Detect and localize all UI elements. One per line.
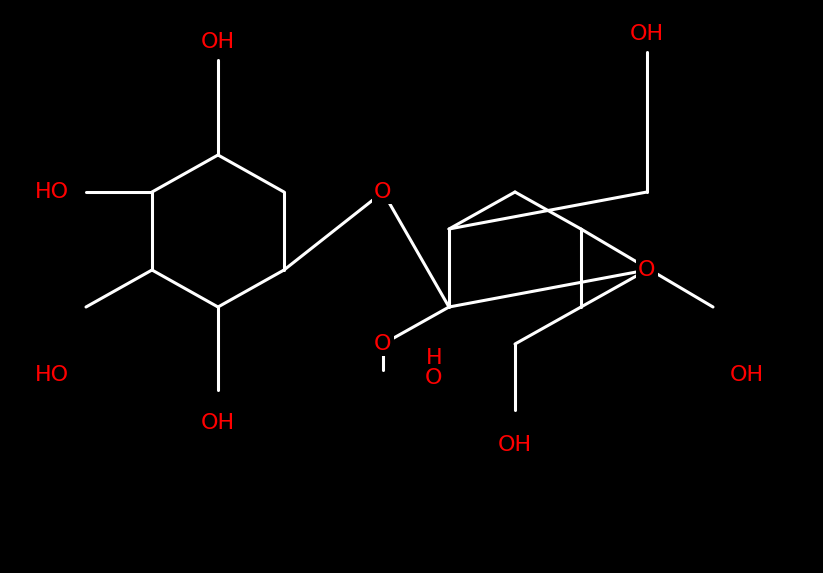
- Text: OH: OH: [730, 365, 764, 385]
- Text: OH: OH: [630, 24, 664, 44]
- Text: O: O: [374, 334, 392, 354]
- Text: OH: OH: [201, 32, 235, 52]
- Text: HO: HO: [35, 365, 69, 385]
- Text: OH: OH: [498, 435, 532, 455]
- Text: H: H: [425, 348, 442, 368]
- Text: OH: OH: [201, 413, 235, 433]
- Text: O: O: [374, 182, 392, 202]
- Text: O: O: [425, 368, 443, 388]
- Text: HO: HO: [35, 182, 69, 202]
- Text: O: O: [639, 260, 656, 280]
